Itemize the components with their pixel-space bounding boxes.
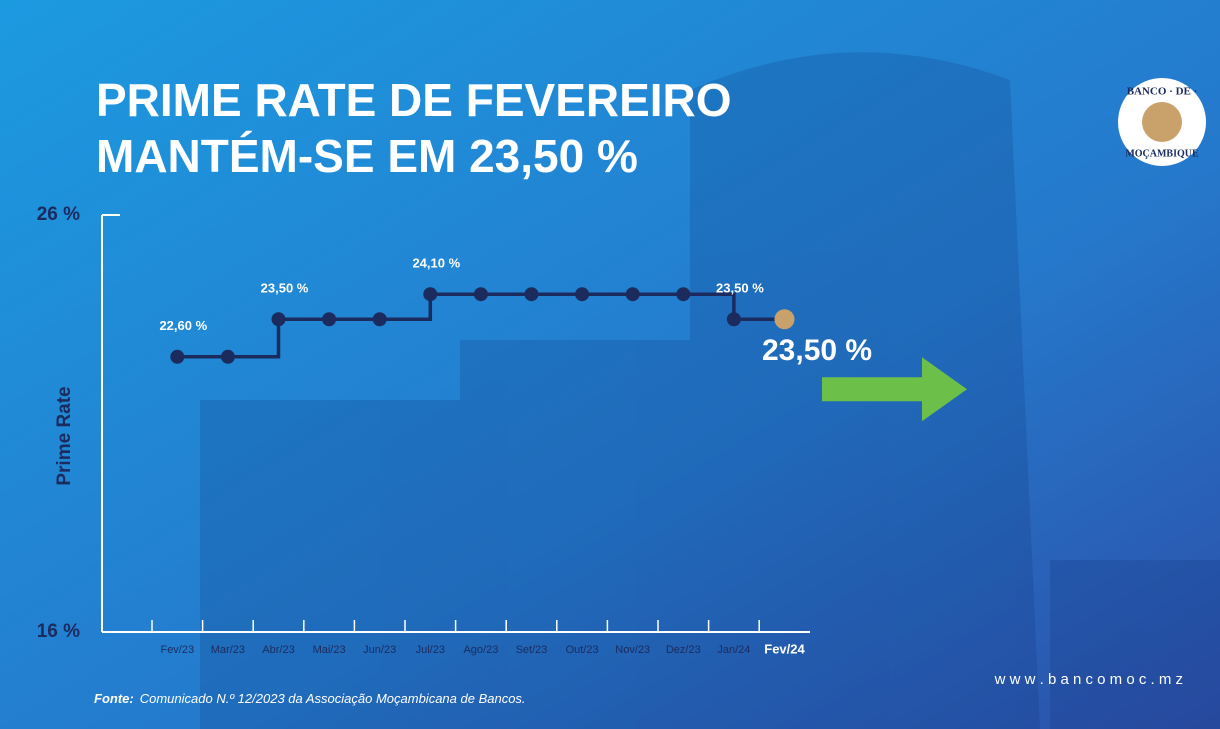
data-point [575,287,590,302]
x-tick-label: Out/23 [566,644,599,656]
data-point [676,287,691,302]
arrow [822,357,967,422]
data-point [170,349,185,364]
x-tick-label: Jun/23 [363,644,396,656]
x-tick-label: Mai/23 [313,644,346,656]
y-tick-label: 26 % [37,204,80,225]
x-tick-label: Fev/24 [764,641,805,656]
data-point [220,349,235,364]
annotation: 23,50 % [762,334,872,367]
logo: BANCO · DE · MOÇAMBIQUE [1118,78,1206,166]
x-tick-label: Mar/23 [211,644,245,656]
x-tick-label: Fev/23 [160,644,194,656]
x-tick-label: Set/23 [516,644,548,656]
data-point [423,287,438,302]
data-point [322,312,337,327]
source-text: Comunicado N.º 12/2023 da Associação Moç… [140,691,526,706]
line-segment [379,294,433,321]
data-point [524,287,539,302]
data-label: 23,50 % [716,281,764,296]
website: w w w . b a n c o m o c . m z [994,671,1183,688]
data-label: 23,50 % [261,281,309,296]
source-label: Fonte: [94,691,134,706]
data-point [372,312,387,327]
x-tick-label: Dez/23 [666,644,701,656]
x-tick-label: Ago/23 [463,644,498,656]
logo-text: MOÇAMBIQUE [1125,148,1199,159]
logo-emblem [1142,102,1182,142]
y-axis-label: Prime Rate [54,386,75,485]
line-segment [683,292,736,320]
title-line: PRIME RATE DE FEVEREIRO [96,74,732,126]
data-point [625,287,640,302]
source: Fonte: Comunicado N.º 12/2023 da Associaç… [94,691,526,706]
title-line: MANTÉM-SE EM 23,50 % [96,130,638,182]
y-tick-label: 16 % [37,621,80,642]
x-tick-label: Nov/23 [615,644,650,656]
x-tick-label: Jul/23 [416,644,445,656]
x-tick-label: Jan/24 [717,644,750,656]
data-label: 22,60 % [159,318,207,333]
x-tick-label: Abr/23 [262,644,294,656]
data-label: 24,10 % [412,256,460,271]
data-point [774,309,795,330]
line-segment [227,319,281,359]
data-point [726,312,741,327]
data-point [271,312,286,327]
logo-text: BANCO · DE · [1127,86,1198,98]
data-point [473,287,488,302]
